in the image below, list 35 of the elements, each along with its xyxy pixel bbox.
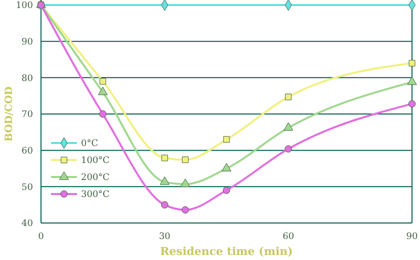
y-axis-title: BOD/COD — [4, 86, 15, 142]
legend-label: 300°C — [81, 190, 110, 200]
point — [180, 178, 190, 188]
x-axis-title: Residence time (min) — [160, 245, 293, 258]
x-tick-label: 0 — [38, 232, 44, 242]
point — [182, 206, 189, 214]
x-tick-label: 30 — [158, 232, 171, 242]
point — [160, 176, 170, 185]
legend-label: 100°C — [81, 156, 110, 166]
legend-label: 0°C — [81, 139, 98, 150]
point — [223, 136, 230, 143]
point — [407, 76, 417, 85]
point — [284, 122, 294, 131]
y-tick-label: 50 — [22, 182, 34, 193]
x-tick-label: 90 — [406, 232, 418, 242]
y-tick-label: 80 — [22, 74, 34, 84]
point — [408, 100, 416, 108]
x-tick-label: 60 — [282, 232, 294, 242]
point — [285, 94, 292, 100]
y-tick-label: 60 — [22, 146, 34, 156]
point — [408, 60, 416, 66]
point — [222, 186, 230, 194]
point — [161, 201, 168, 208]
point — [284, 145, 292, 153]
point — [99, 110, 106, 118]
y-tick-label: 70 — [22, 110, 34, 120]
y-tick-label: 90 — [22, 37, 34, 48]
y-tick-label: 40 — [22, 219, 34, 230]
legend-label: 200°C — [81, 173, 110, 184]
point — [222, 162, 232, 172]
y-tick-label: 100 — [16, 1, 34, 12]
point — [100, 78, 106, 85]
point — [182, 156, 189, 164]
point — [161, 154, 168, 162]
point — [98, 86, 108, 96]
